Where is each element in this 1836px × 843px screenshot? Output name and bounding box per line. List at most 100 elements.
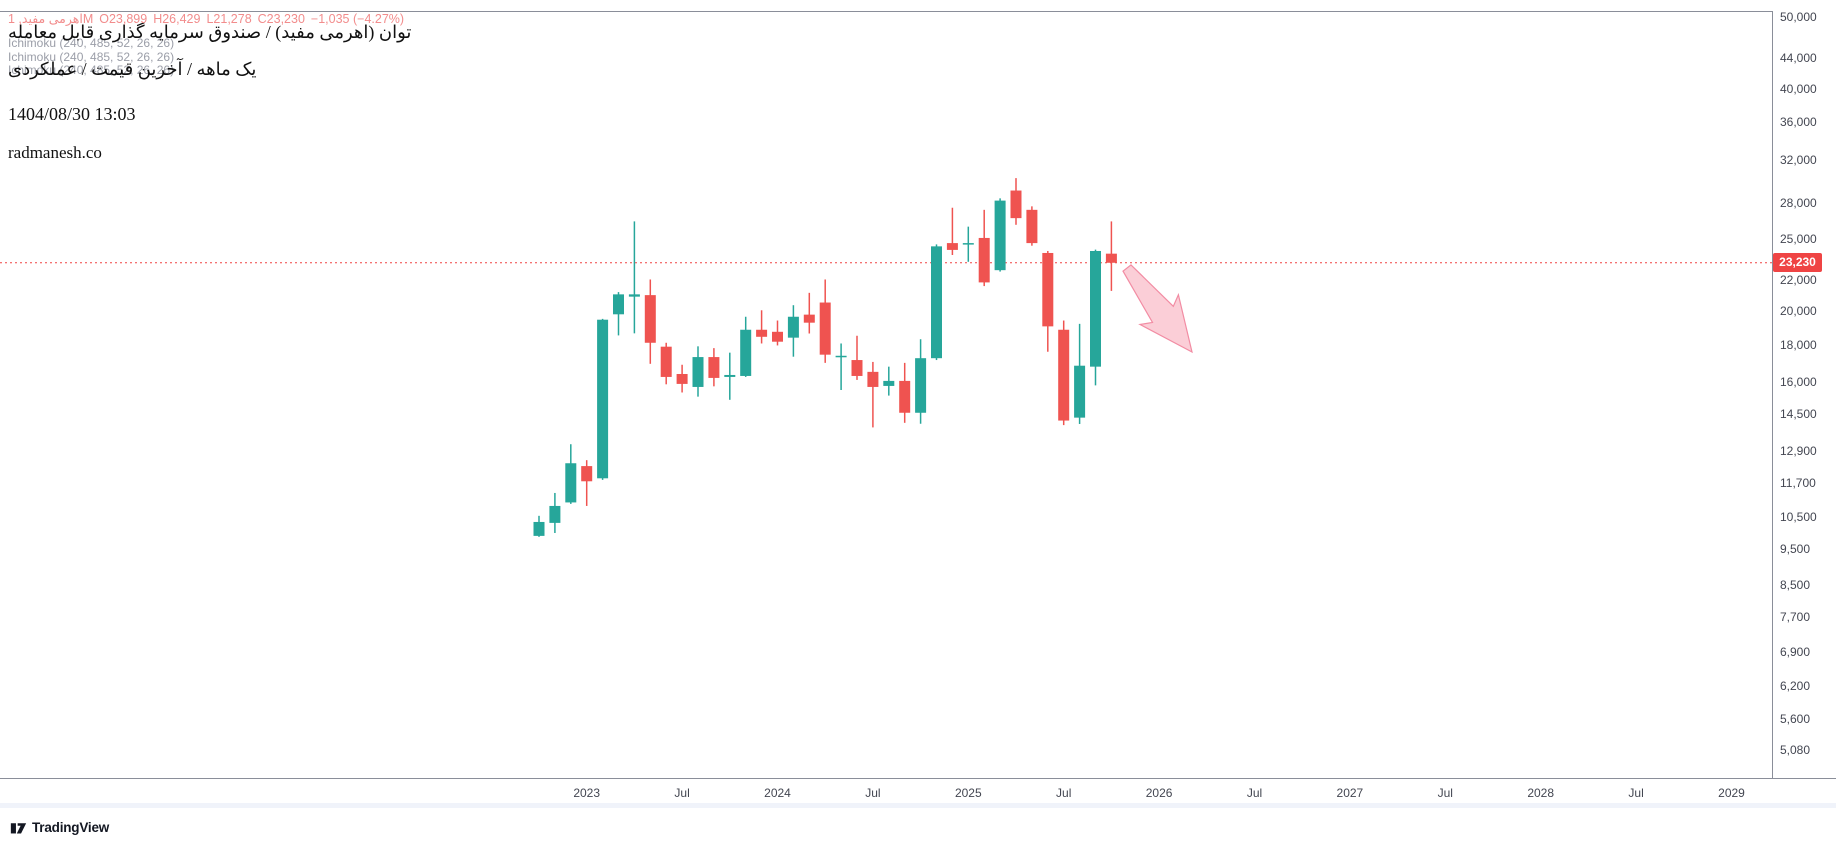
price-axis-border [1772, 11, 1773, 778]
candle[interactable] [978, 209, 990, 287]
subtitle-annotation[interactable]: یک ماهه / آخرین قیمت / عملکردی [8, 59, 257, 79]
candle[interactable] [708, 348, 720, 387]
indicator-legend-1[interactable]: Ichimoku (240, 485, 52, 26, 26) [8, 36, 175, 50]
candle[interactable] [597, 318, 609, 480]
time-tick: Jul [865, 786, 881, 800]
candle-body [1058, 329, 1070, 421]
candle-body [883, 380, 895, 386]
candle-body [787, 316, 799, 338]
candle[interactable] [931, 244, 942, 361]
price-tick: 18,000 [1780, 337, 1817, 352]
candle[interactable] [994, 198, 1006, 272]
time-tick: Jul [1628, 786, 1644, 800]
price-tick: 6,200 [1780, 679, 1811, 694]
indicator-legend-3[interactable]: Ichimoku (240, 485, 52, 26, 26) [8, 63, 175, 77]
candle-body [819, 302, 831, 355]
price-tick: 50,000 [1780, 10, 1817, 24]
candle[interactable] [1042, 250, 1054, 352]
timestamp-annotation[interactable]: 1404/08/30 13:03 [8, 104, 136, 124]
candle-body [1010, 190, 1022, 219]
candle-body [931, 246, 942, 359]
time-tick: Jul [1056, 786, 1072, 800]
candle[interactable] [1074, 323, 1086, 424]
candle[interactable] [803, 292, 815, 334]
time-tick: 2027 [1336, 786, 1364, 800]
candle[interactable] [740, 316, 752, 377]
price-tick: 10,500 [1780, 510, 1817, 525]
candle-body [692, 357, 704, 387]
legend-high: H26,429 [153, 12, 201, 26]
candle[interactable] [1010, 178, 1022, 225]
candle[interactable] [915, 339, 927, 424]
price-tick: 5,600 [1780, 711, 1811, 726]
candle[interactable] [835, 343, 847, 391]
time-tick: Jul [1246, 786, 1263, 800]
candle[interactable] [565, 444, 577, 504]
candle-body [533, 521, 545, 536]
price-tick: 11,700 [1780, 475, 1816, 490]
trend-arrow[interactable] [1108, 253, 1211, 367]
bottom-separator [0, 803, 1836, 808]
candle[interactable] [581, 460, 593, 506]
candle[interactable] [1090, 249, 1101, 386]
time-tick: 2024 [764, 786, 791, 800]
candle[interactable] [644, 279, 656, 364]
candle[interactable] [1105, 221, 1117, 291]
candle-body [1090, 250, 1101, 367]
candle-body [867, 371, 879, 387]
candle[interactable] [946, 207, 958, 255]
price-tick: 6,900 [1780, 644, 1811, 659]
candle-body [1042, 252, 1054, 327]
watermark-annotation[interactable]: radmanesh.co [8, 143, 102, 162]
candle[interactable] [883, 366, 895, 396]
time-tick: Jul [1437, 786, 1453, 800]
legend-open: O23,899 [99, 12, 148, 26]
price-tick: 32,000 [1780, 153, 1817, 168]
candle[interactable] [1026, 206, 1038, 246]
tradingview-logo-icon [10, 823, 27, 834]
candle[interactable] [756, 310, 768, 344]
candle[interactable] [851, 335, 863, 380]
candle[interactable] [1058, 320, 1070, 426]
candle-body [581, 466, 593, 482]
price-tick: 28,000 [1780, 195, 1817, 210]
candle[interactable] [899, 362, 911, 423]
candle[interactable] [660, 342, 672, 385]
candle-body [851, 360, 863, 376]
indicator-legend-2[interactable]: Ichimoku (240, 485, 52, 26, 26) [8, 50, 175, 64]
candle-body [1105, 253, 1117, 263]
title-annotation[interactable]: توان (اهرمی مفید) / صندوق سرمایه گذاری ق… [8, 22, 412, 42]
symbol-name: اهرمی مفید, 1M [8, 12, 94, 26]
price-tick: 12,900 [1780, 444, 1817, 459]
legend-change: −1,035 (−4.27%) [310, 12, 405, 26]
candle[interactable] [628, 221, 640, 334]
candle[interactable] [724, 352, 736, 400]
candle-body [1074, 365, 1086, 418]
tradingview-logo[interactable]: TradingView [10, 819, 109, 836]
price-tick: 25,000 [1780, 232, 1817, 247]
price-tick: 9,500 [1780, 542, 1811, 557]
candle[interactable] [962, 226, 974, 262]
candle[interactable] [819, 279, 831, 363]
candle[interactable] [787, 305, 799, 357]
candle-body [978, 237, 990, 283]
time-tick: 2028 [1527, 786, 1555, 800]
candle[interactable] [676, 364, 688, 393]
candle[interactable] [533, 515, 545, 537]
candle-body [1026, 209, 1038, 244]
legend-low: L21,278 [206, 12, 252, 26]
candle[interactable] [772, 320, 783, 346]
candle-body [803, 314, 815, 323]
candle-body [899, 380, 911, 413]
candle[interactable] [692, 346, 704, 397]
candle[interactable] [549, 492, 561, 533]
candle-body [644, 295, 656, 343]
candle-body [676, 373, 688, 384]
symbol-legend-row[interactable]: اهرمی مفید, 1M O23,899 H26,429 L21,278 C23,2… [8, 11, 404, 26]
candle[interactable] [613, 292, 624, 336]
time-tick: 2025 [954, 786, 982, 800]
candle-body [835, 355, 847, 358]
candle[interactable] [867, 361, 879, 428]
price-tick: 8,500 [1780, 578, 1811, 593]
